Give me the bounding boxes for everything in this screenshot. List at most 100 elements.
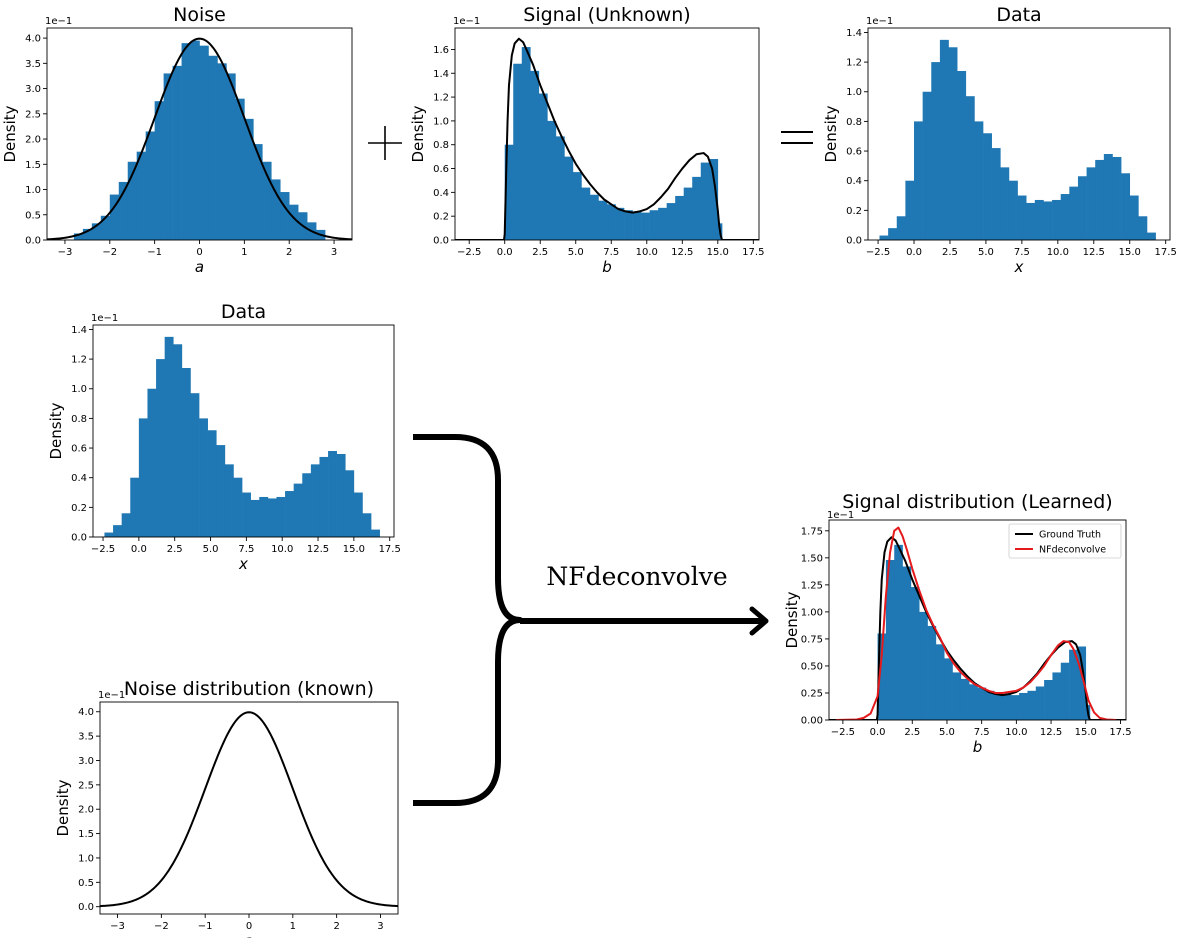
x-tick-label: 1 — [241, 247, 247, 258]
histogram-bar — [145, 131, 155, 240]
histogram-bar — [302, 473, 312, 537]
x-tick-label: 5.0 — [568, 247, 584, 258]
chart-title: Data — [996, 4, 1041, 26]
axis-scale-label: 1e−1 — [827, 510, 854, 521]
histogram-bar — [1077, 176, 1087, 240]
x-tick-label: 17.5 — [1155, 247, 1177, 258]
y-tick-label: 0.25 — [801, 688, 823, 699]
y-tick-label: 1.50 — [801, 553, 823, 564]
histogram-bar — [939, 39, 949, 240]
x-tick-label: 10.0 — [636, 247, 658, 258]
density-curve — [100, 711, 398, 908]
y-tick-label: 1.0 — [71, 384, 87, 395]
histogram-bar — [692, 176, 702, 240]
histogram-bar — [615, 207, 625, 240]
histogram-bar — [280, 192, 290, 240]
x-tick-label: 10.0 — [1047, 247, 1069, 258]
y-tick-label: 1.4 — [846, 28, 862, 39]
y-tick-label: 0.0 — [71, 533, 87, 544]
histogram-bar — [154, 101, 164, 240]
x-tick-label: −2.5 — [866, 247, 890, 258]
x-tick-label: 2.5 — [532, 247, 548, 258]
x-tick-label: 0.0 — [906, 247, 922, 258]
histogram-bar — [147, 388, 157, 537]
signal-histogram-chart: −2.5 0.0 2.5 5.0 7.5 10.0 12.5 15.0 17.5 0.0 0.2 0.… — [409, 4, 764, 276]
histogram-bar — [190, 40, 200, 240]
histogram-bar — [1027, 690, 1037, 720]
noise-distribution-chart: −3 −2 −1 0 1 2 3 0.0 0.5 1.0 1.5 2.0 2.5 3.0 3.5 4.0 1e−… — [54, 678, 399, 942]
axes-frame — [828, 519, 1127, 721]
x-tick-label: 1 — [290, 921, 296, 932]
plot-area — [455, 37, 759, 240]
histogram-bar — [328, 451, 337, 537]
y-tick-label: 1.2 — [71, 355, 87, 366]
histogram-bar — [172, 65, 182, 240]
histogram-bar — [607, 204, 616, 240]
y-tick-label: 2.5 — [25, 109, 41, 120]
legend-label: Ground Truth — [1039, 530, 1101, 541]
histogram-bar — [91, 223, 102, 240]
x-tick-label: −2.5 — [831, 727, 855, 738]
histogram-bar — [190, 393, 200, 537]
histogram-bar — [100, 215, 111, 240]
histogram-bar — [1121, 173, 1131, 240]
y-tick-label: 0.2 — [71, 503, 87, 514]
histogram-bar — [1043, 201, 1053, 240]
equals-sign — [781, 131, 813, 144]
data-histogram-chart-input: −2.5 0.0 2.5 5.0 7.5 10.0 12.5 15.0 17.5 0.0 0.2 0.… — [47, 301, 401, 573]
histogram-bar — [235, 98, 245, 240]
histogram-bar — [362, 513, 372, 537]
histogram-bar — [233, 477, 243, 537]
y-axis-label: Density — [1, 105, 19, 162]
histogram-bar — [1077, 646, 1087, 720]
histogram-bar — [199, 45, 209, 240]
histogram-bar — [877, 633, 887, 720]
y-tick-label: 1.00 — [801, 607, 823, 618]
chart-title: Signal (Unknown) — [523, 4, 690, 26]
histogram-bar — [173, 344, 183, 537]
y-tick-label: 0.0 — [433, 236, 449, 247]
chart-title: Noise — [173, 4, 226, 26]
histogram-bar — [1034, 199, 1044, 240]
y-tick-label: 1.75 — [801, 526, 823, 537]
histogram-bar — [1044, 680, 1053, 720]
x-tick-label: 10.0 — [271, 544, 293, 555]
histogram-bar — [217, 63, 227, 240]
histogram-bar — [624, 210, 633, 240]
histogram-bar — [208, 55, 218, 240]
histogram-bar — [130, 477, 140, 537]
histogram-bar — [109, 194, 120, 240]
x-tick-label: 12.5 — [1083, 247, 1105, 258]
histogram-bar — [581, 187, 591, 240]
histogram-bar — [199, 418, 208, 537]
histogram-bar — [991, 148, 1001, 240]
plot-area — [879, 39, 1156, 240]
y-tick-label: 3.0 — [78, 756, 94, 767]
histogram-bar — [1000, 167, 1010, 240]
histogram-bar — [1146, 232, 1156, 240]
axes-frame — [867, 27, 1171, 241]
histogram-bar — [371, 529, 380, 537]
x-tick-label: 7.5 — [238, 544, 254, 555]
x-tick-label: 12.5 — [1040, 727, 1062, 738]
histogram-bar — [952, 672, 962, 720]
x-tick-label: 7.5 — [1014, 247, 1030, 258]
histogram-bar — [879, 235, 889, 240]
histogram-bar — [1060, 662, 1070, 720]
histogram-bar — [164, 336, 174, 537]
histogram-bar — [127, 161, 138, 240]
x-tick-label: 0.0 — [131, 544, 147, 555]
histogram-bar — [1052, 199, 1062, 240]
legend: Ground Truth NFdeconvolve — [1008, 523, 1122, 559]
y-tick-label: 0.8 — [71, 414, 87, 425]
histogram-bar — [530, 70, 540, 240]
histogram-bar — [931, 62, 941, 240]
histogram-bar — [983, 133, 992, 240]
plot-area — [829, 526, 1126, 720]
histogram-bar — [353, 492, 363, 537]
x-tick-label: −2 — [154, 921, 169, 932]
histogram-bar — [658, 207, 667, 240]
histogram-bar — [1026, 202, 1036, 240]
histogram-bar — [216, 445, 226, 537]
y-tick-label: 3.5 — [78, 732, 94, 743]
